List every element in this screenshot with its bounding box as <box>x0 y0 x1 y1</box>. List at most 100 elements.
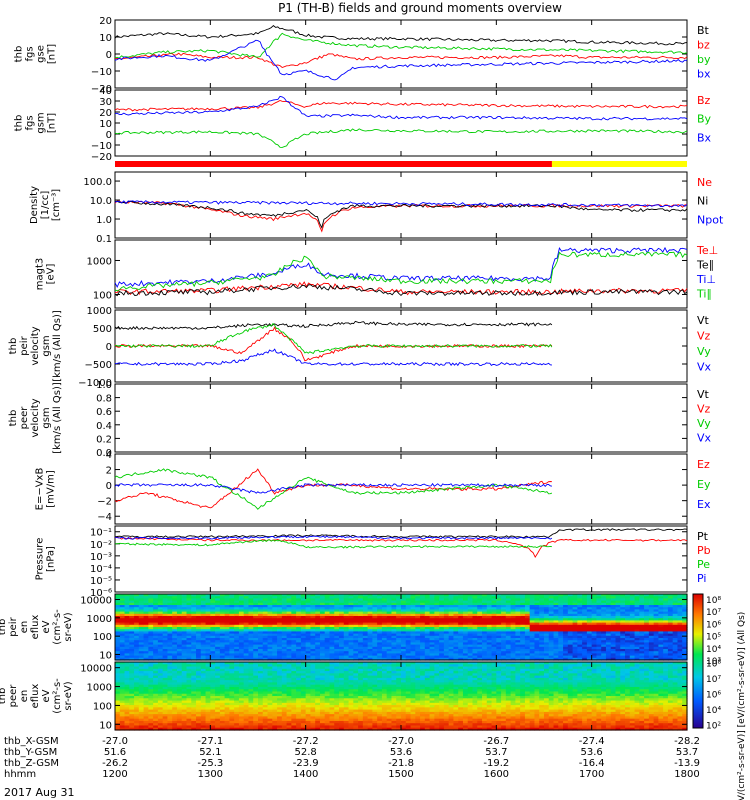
heatmap-cell <box>157 646 164 650</box>
heatmap-cell <box>200 686 207 690</box>
heatmap-cell <box>477 629 483 632</box>
heatmap-cell <box>329 653 335 657</box>
heatmap-cell <box>443 624 450 628</box>
heatmap-cell <box>520 598 526 602</box>
heatmap-cell <box>205 594 211 597</box>
heatmap-cell <box>172 666 178 670</box>
heatmap-cell <box>486 644 493 648</box>
heatmap-cell <box>224 596 230 599</box>
heatmap-cell <box>162 618 169 621</box>
heatmap-cell <box>429 627 435 630</box>
heatmap-cell <box>186 598 192 602</box>
heatmap-cell <box>582 629 588 632</box>
heatmap-cell <box>215 627 221 630</box>
heatmap-cell <box>667 613 674 617</box>
heatmap-cell <box>196 598 202 602</box>
heatmap-cell <box>196 689 202 693</box>
heatmap-cell <box>443 655 450 659</box>
heatmap-cell <box>625 644 631 648</box>
heatmap-cell <box>277 668 283 672</box>
heatmap-cell <box>448 633 455 637</box>
heatmap-cell <box>362 602 369 606</box>
heatmap-cell <box>286 638 292 641</box>
heatmap-cell <box>663 607 669 610</box>
heatmap-cell <box>215 691 221 695</box>
heatmap-cell <box>176 662 183 665</box>
heatmap-cell <box>410 594 416 597</box>
heatmap-cell <box>272 598 278 602</box>
heatmap-cell <box>138 709 145 713</box>
y-axis-label: fgs <box>25 46 36 61</box>
heatmap-cell <box>567 649 574 652</box>
heatmap-cell <box>196 653 202 657</box>
heatmap-cell <box>315 640 321 643</box>
heatmap-cell <box>377 618 383 621</box>
heatmap-cell <box>448 629 455 632</box>
heatmap-cell <box>396 607 402 610</box>
heatmap-cell <box>272 720 278 724</box>
heatmap-cell <box>291 646 297 650</box>
heatmap-cell <box>358 631 364 635</box>
heatmap-cell <box>339 611 345 615</box>
heatmap-cell <box>300 616 307 619</box>
heatmap-cell <box>472 657 478 661</box>
heatmap-cell <box>153 668 159 672</box>
heatmap-cell <box>677 649 683 652</box>
heatmap-cell <box>238 635 245 639</box>
heatmap-cell <box>629 640 636 643</box>
heatmap-cell <box>343 633 350 637</box>
heatmap-cell <box>243 594 250 597</box>
heatmap-cell <box>434 596 440 599</box>
heatmap-cell <box>629 607 636 610</box>
heatmap-cell <box>215 631 221 635</box>
heatmap-cell <box>119 698 126 702</box>
heatmap-cell <box>300 620 307 624</box>
heatmap-cell <box>267 677 273 681</box>
heatmap-cell <box>272 627 278 630</box>
heatmap-cell <box>682 657 688 661</box>
heatmap-cell <box>420 594 426 597</box>
heatmap-cell <box>267 664 273 668</box>
heatmap-cell <box>548 651 555 654</box>
heatmap-cell <box>253 602 259 606</box>
heatmap-cell <box>372 611 378 615</box>
heatmap-cell <box>272 638 278 641</box>
heatmap-cell <box>176 627 183 630</box>
heatmap-cell <box>115 620 121 624</box>
heatmap-cell <box>181 686 188 690</box>
heatmap-cell <box>591 600 598 604</box>
heatmap-cell <box>229 714 235 717</box>
heatmap-cell <box>196 602 202 606</box>
heatmap-cell <box>196 700 202 704</box>
heatmap-cell <box>610 607 617 610</box>
heatmap-cell <box>296 629 302 632</box>
heatmap-cell <box>429 629 435 632</box>
heatmap-cell <box>262 624 269 628</box>
heatmap-cell <box>243 646 250 650</box>
heatmap-cell <box>482 644 488 648</box>
heatmap-cell <box>601 653 607 657</box>
heatmap-cell <box>153 727 159 731</box>
heatmap-cell <box>548 616 555 619</box>
heatmap-cell <box>615 624 621 628</box>
heatmap-cell <box>134 620 140 624</box>
heatmap-cell <box>667 649 674 652</box>
heatmap-cell <box>262 616 269 619</box>
heatmap-cell <box>148 657 154 661</box>
heatmap-cell <box>143 720 149 724</box>
heatmap-cell <box>324 598 331 602</box>
heatmap-cell <box>381 638 388 641</box>
heatmap-cell <box>324 633 331 637</box>
heatmap-cell <box>262 653 269 657</box>
heatmap-cell <box>324 616 331 619</box>
heatmap-cell <box>181 629 188 632</box>
heatmap-cell <box>443 605 450 608</box>
heatmap-cell <box>243 668 250 672</box>
heatmap-cell <box>529 657 536 661</box>
heatmap-cell <box>524 627 531 630</box>
heatmap-cell <box>410 657 416 661</box>
heatmap-cell <box>334 627 340 630</box>
heatmap-cell <box>329 646 335 650</box>
heatmap-cell <box>577 596 583 599</box>
heatmap-cell <box>648 607 655 610</box>
